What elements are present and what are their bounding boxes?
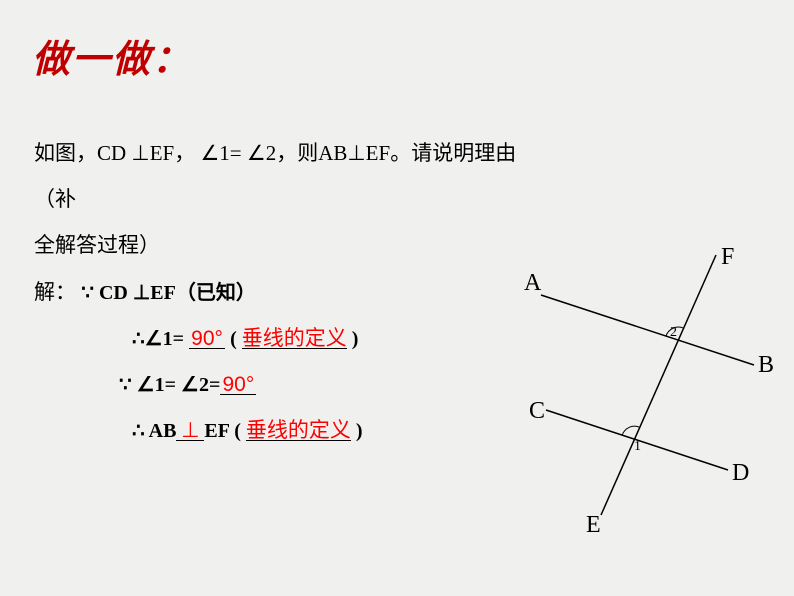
step2-prefix: ∴∠1= [132,328,189,350]
solution-line1: 解： ∵ CD ⊥EF（已知） [34,269,554,315]
step3-blank: 90° [220,372,256,395]
page: 做一做： 如图，CD ⊥EF， ∠1= ∠2，则AB⊥EF。请说明理由（补 全解… [0,0,794,596]
label-C: C [529,398,545,424]
label-E: E [586,512,601,538]
step4-blank: ⊥ [176,418,204,441]
step1: ∵ CD ⊥EF（已知） [81,282,256,304]
step2-open: ( [225,328,242,350]
step4-close: ) [351,420,363,442]
step2-close: ) [347,328,359,350]
step4-reason-blank: 垂线的定义 [246,418,351,441]
step4-prefix: ∴ AB [132,420,176,442]
line-EF [601,255,716,515]
line-AB [541,295,754,365]
label-B: B [758,352,774,378]
problem-line2: 全解答过程） [34,222,554,268]
step2-reason-blank: 垂线的定义 [242,326,347,349]
section-title: 做一做： [32,28,192,83]
geometry-diagram: A B C D E F 2 1 [506,240,776,540]
label-D: D [732,460,749,486]
label-A: A [524,270,542,296]
solution-line2: ∴∠1= 90° ( 垂线的定义 ) [34,315,554,361]
step3-prefix: ∵ ∠1= ∠2= [119,374,220,396]
problem-line1: 如图，CD ⊥EF， ∠1= ∠2，则AB⊥EF。请说明理由（补 [34,130,554,222]
label-F: F [721,244,734,270]
solution-line4: ∴ AB⊥EF ( 垂线的定义 ) [34,407,554,453]
label-1: 1 [634,439,641,454]
step2-blank: 90° [189,326,225,349]
solution-line3: ∵ ∠1= ∠2=90° [34,361,554,407]
solution-label: 解： [34,280,76,304]
step4-mid: EF ( [204,420,245,442]
body-text: 如图，CD ⊥EF， ∠1= ∠2，则AB⊥EF。请说明理由（补 全解答过程） … [34,130,554,453]
